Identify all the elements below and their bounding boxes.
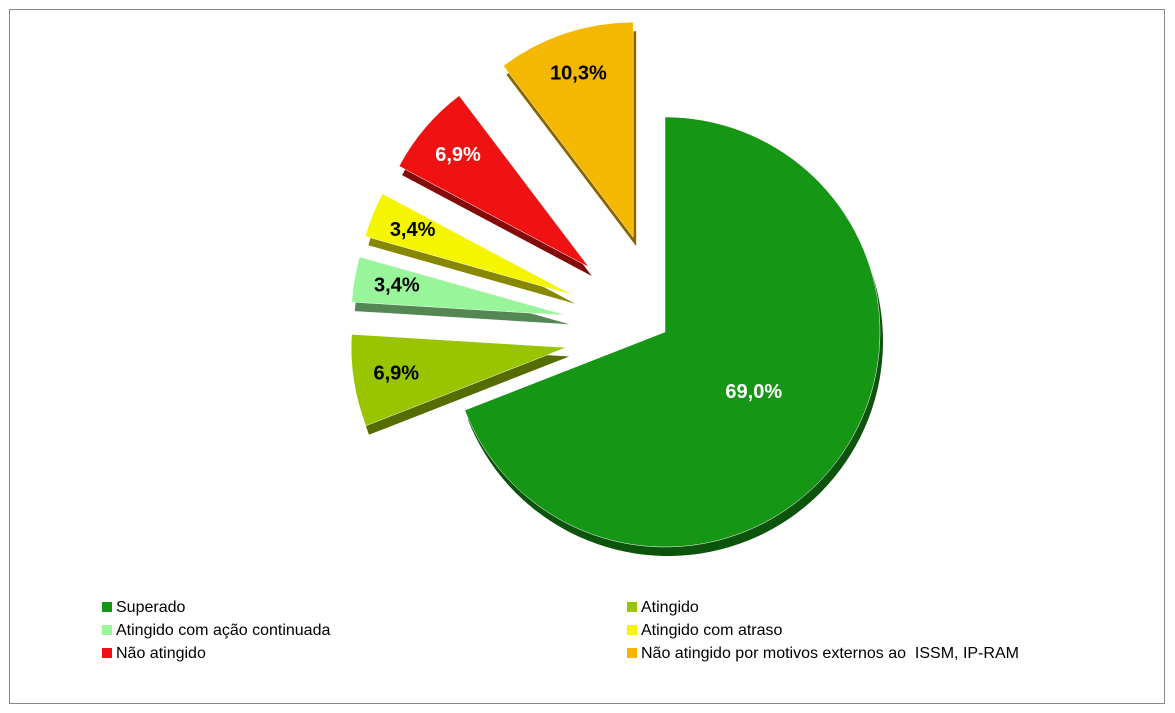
legend-label: Superado [116, 599, 185, 616]
slice [351, 256, 567, 316]
legend-swatch [627, 625, 637, 635]
legend-label: Não atingido [116, 645, 206, 662]
data-label: 3,4% [390, 219, 436, 241]
legend-swatch [102, 648, 112, 658]
legend-label: Não atingido por motivos externos ao ISS… [641, 645, 1019, 662]
data-label: 6,9% [435, 144, 481, 166]
slice [364, 193, 573, 295]
legend-label: Atingido [641, 599, 699, 616]
data-label: 69,0% [725, 381, 782, 403]
data-label: 6,9% [373, 362, 419, 384]
legend-swatch [627, 648, 637, 658]
legend-swatch [102, 602, 112, 612]
slice [464, 116, 881, 548]
slice [503, 21, 634, 238]
data-label: 3,4% [374, 275, 420, 297]
slice [398, 95, 590, 268]
slice [350, 334, 567, 427]
legend-label: Atingido com ação continuada [116, 622, 330, 639]
legend-swatch [102, 625, 112, 635]
legend-label: Atingido com atraso [641, 622, 783, 639]
data-label: 10,3% [550, 62, 607, 84]
legend-swatch [627, 602, 637, 612]
